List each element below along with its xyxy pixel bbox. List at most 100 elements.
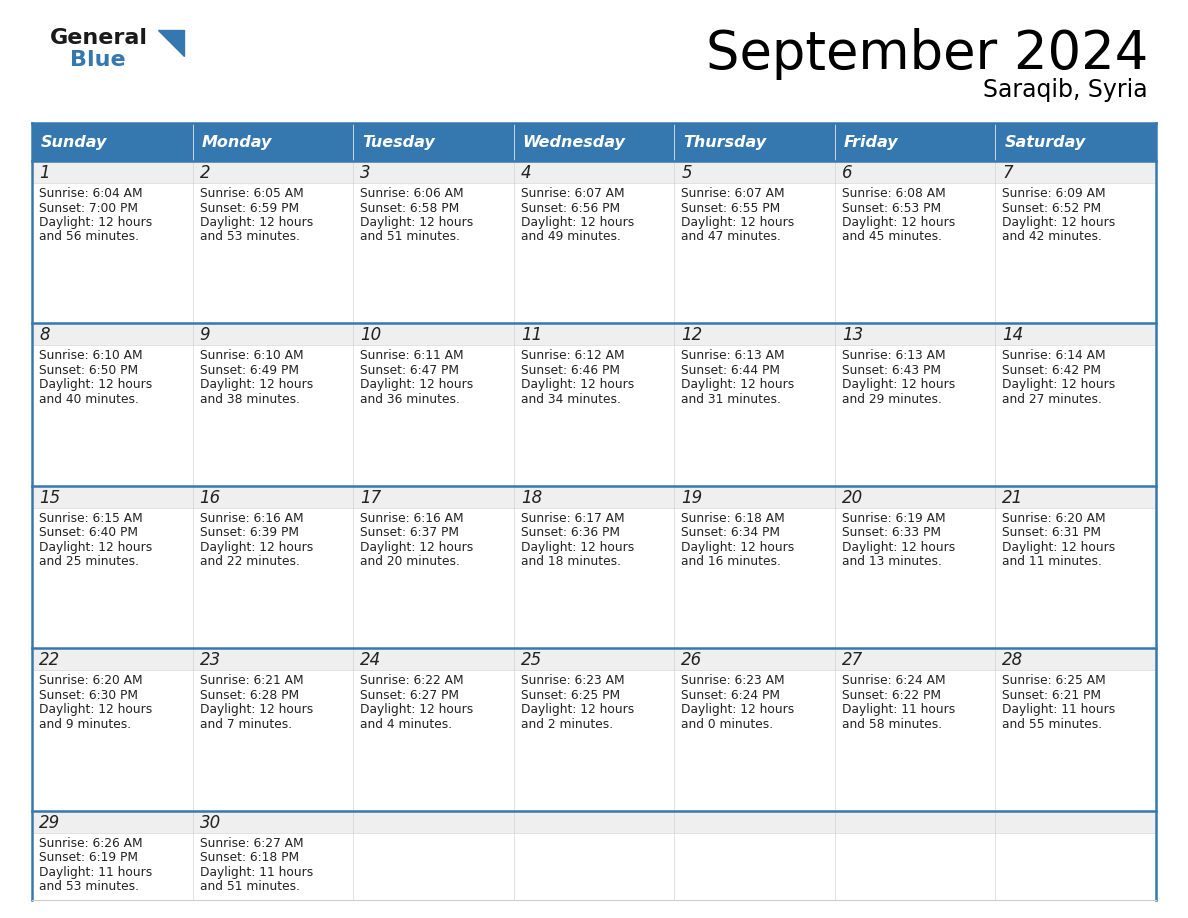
Bar (353, 323, 513, 486)
Bar (353, 811, 513, 900)
Text: 25: 25 (520, 651, 542, 669)
Text: 3: 3 (360, 164, 371, 182)
Bar (835, 161, 996, 183)
Text: Saraqib, Syria: Saraqib, Syria (984, 78, 1148, 102)
Text: Sunrise: 6:16 AM: Sunrise: 6:16 AM (360, 512, 463, 525)
Text: 12: 12 (681, 327, 702, 344)
Bar (353, 486, 513, 648)
Text: and 22 minutes.: and 22 minutes. (200, 555, 299, 568)
Bar (996, 811, 1156, 900)
Bar (513, 486, 675, 648)
Text: 21: 21 (1003, 489, 1024, 507)
Bar (996, 123, 1156, 161)
Bar (675, 323, 835, 486)
Text: Sunrise: 6:08 AM: Sunrise: 6:08 AM (842, 187, 946, 200)
Text: Sunrise: 6:04 AM: Sunrise: 6:04 AM (39, 187, 143, 200)
Bar (513, 323, 675, 345)
Text: Sunrise: 6:25 AM: Sunrise: 6:25 AM (1003, 674, 1106, 688)
Text: Daylight: 12 hours: Daylight: 12 hours (520, 378, 634, 391)
Bar (675, 486, 835, 648)
Bar (996, 161, 1156, 183)
Bar (675, 123, 835, 161)
Bar (192, 486, 353, 508)
Text: Sunrise: 6:26 AM: Sunrise: 6:26 AM (39, 836, 143, 850)
Text: Sunrise: 6:16 AM: Sunrise: 6:16 AM (200, 512, 303, 525)
Text: Daylight: 12 hours: Daylight: 12 hours (681, 541, 795, 554)
Bar (32, 486, 192, 648)
Bar (835, 811, 996, 833)
Text: 13: 13 (842, 327, 864, 344)
Text: Daylight: 11 hours: Daylight: 11 hours (1003, 703, 1116, 716)
Text: Sunset: 6:34 PM: Sunset: 6:34 PM (681, 526, 781, 540)
Text: and 58 minutes.: and 58 minutes. (842, 718, 942, 731)
Text: Daylight: 12 hours: Daylight: 12 hours (520, 216, 634, 229)
Text: and 20 minutes.: and 20 minutes. (360, 555, 460, 568)
Text: Sunrise: 6:10 AM: Sunrise: 6:10 AM (39, 350, 143, 363)
Text: Sunset: 6:27 PM: Sunset: 6:27 PM (360, 688, 459, 701)
Text: Sunset: 6:28 PM: Sunset: 6:28 PM (200, 688, 298, 701)
Text: Sunrise: 6:17 AM: Sunrise: 6:17 AM (520, 512, 625, 525)
Text: Daylight: 12 hours: Daylight: 12 hours (520, 703, 634, 716)
Text: and 55 minutes.: and 55 minutes. (1003, 718, 1102, 731)
Text: Daylight: 12 hours: Daylight: 12 hours (200, 541, 312, 554)
Text: and 16 minutes.: and 16 minutes. (681, 555, 782, 568)
Text: Daylight: 12 hours: Daylight: 12 hours (681, 216, 795, 229)
Text: Daylight: 12 hours: Daylight: 12 hours (1003, 541, 1116, 554)
Text: Daylight: 11 hours: Daylight: 11 hours (39, 866, 152, 879)
Text: 6: 6 (842, 164, 853, 182)
Bar (835, 648, 996, 670)
Text: Daylight: 12 hours: Daylight: 12 hours (360, 703, 473, 716)
Bar (513, 323, 675, 486)
Text: Daylight: 11 hours: Daylight: 11 hours (200, 866, 312, 879)
Text: Sunrise: 6:20 AM: Sunrise: 6:20 AM (39, 674, 143, 688)
Text: Daylight: 12 hours: Daylight: 12 hours (842, 378, 955, 391)
Bar (675, 811, 835, 833)
Bar (675, 486, 835, 508)
Bar (353, 123, 513, 161)
Text: 24: 24 (360, 651, 381, 669)
Bar (353, 161, 513, 323)
Polygon shape (158, 30, 184, 56)
Text: Daylight: 12 hours: Daylight: 12 hours (681, 378, 795, 391)
Bar (996, 486, 1156, 648)
Bar (192, 161, 353, 323)
Text: Sunset: 7:00 PM: Sunset: 7:00 PM (39, 201, 138, 215)
Bar (513, 161, 675, 323)
Bar (353, 648, 513, 670)
Bar (32, 323, 192, 345)
Text: and 47 minutes.: and 47 minutes. (681, 230, 782, 243)
Text: Tuesday: Tuesday (362, 135, 435, 150)
Text: Sunrise: 6:23 AM: Sunrise: 6:23 AM (520, 674, 625, 688)
Text: Sunset: 6:44 PM: Sunset: 6:44 PM (681, 364, 781, 377)
Text: Daylight: 12 hours: Daylight: 12 hours (200, 216, 312, 229)
Text: 28: 28 (1003, 651, 1024, 669)
Bar (32, 161, 192, 183)
Bar (675, 161, 835, 323)
Bar (996, 648, 1156, 670)
Text: 29: 29 (39, 813, 61, 832)
Text: 10: 10 (360, 327, 381, 344)
Text: Daylight: 12 hours: Daylight: 12 hours (681, 703, 795, 716)
Text: Sunrise: 6:13 AM: Sunrise: 6:13 AM (842, 350, 946, 363)
Text: 23: 23 (200, 651, 221, 669)
Bar (353, 811, 513, 833)
Text: and 9 minutes.: and 9 minutes. (39, 718, 131, 731)
Bar (675, 811, 835, 900)
Bar (513, 648, 675, 670)
Text: Sunrise: 6:19 AM: Sunrise: 6:19 AM (842, 512, 946, 525)
Text: Sunrise: 6:14 AM: Sunrise: 6:14 AM (1003, 350, 1106, 363)
Bar (192, 811, 353, 900)
Text: Sunset: 6:25 PM: Sunset: 6:25 PM (520, 688, 620, 701)
Text: Sunrise: 6:06 AM: Sunrise: 6:06 AM (360, 187, 463, 200)
Text: Sunrise: 6:07 AM: Sunrise: 6:07 AM (681, 187, 785, 200)
Text: September 2024: September 2024 (706, 28, 1148, 80)
Text: and 38 minutes.: and 38 minutes. (200, 393, 299, 406)
Text: Sunset: 6:22 PM: Sunset: 6:22 PM (842, 688, 941, 701)
Bar (675, 323, 835, 345)
Bar (513, 161, 675, 183)
Text: 9: 9 (200, 327, 210, 344)
Text: Sunrise: 6:27 AM: Sunrise: 6:27 AM (200, 836, 303, 850)
Text: 16: 16 (200, 489, 221, 507)
Text: Sunset: 6:21 PM: Sunset: 6:21 PM (1003, 688, 1101, 701)
Bar (353, 486, 513, 508)
